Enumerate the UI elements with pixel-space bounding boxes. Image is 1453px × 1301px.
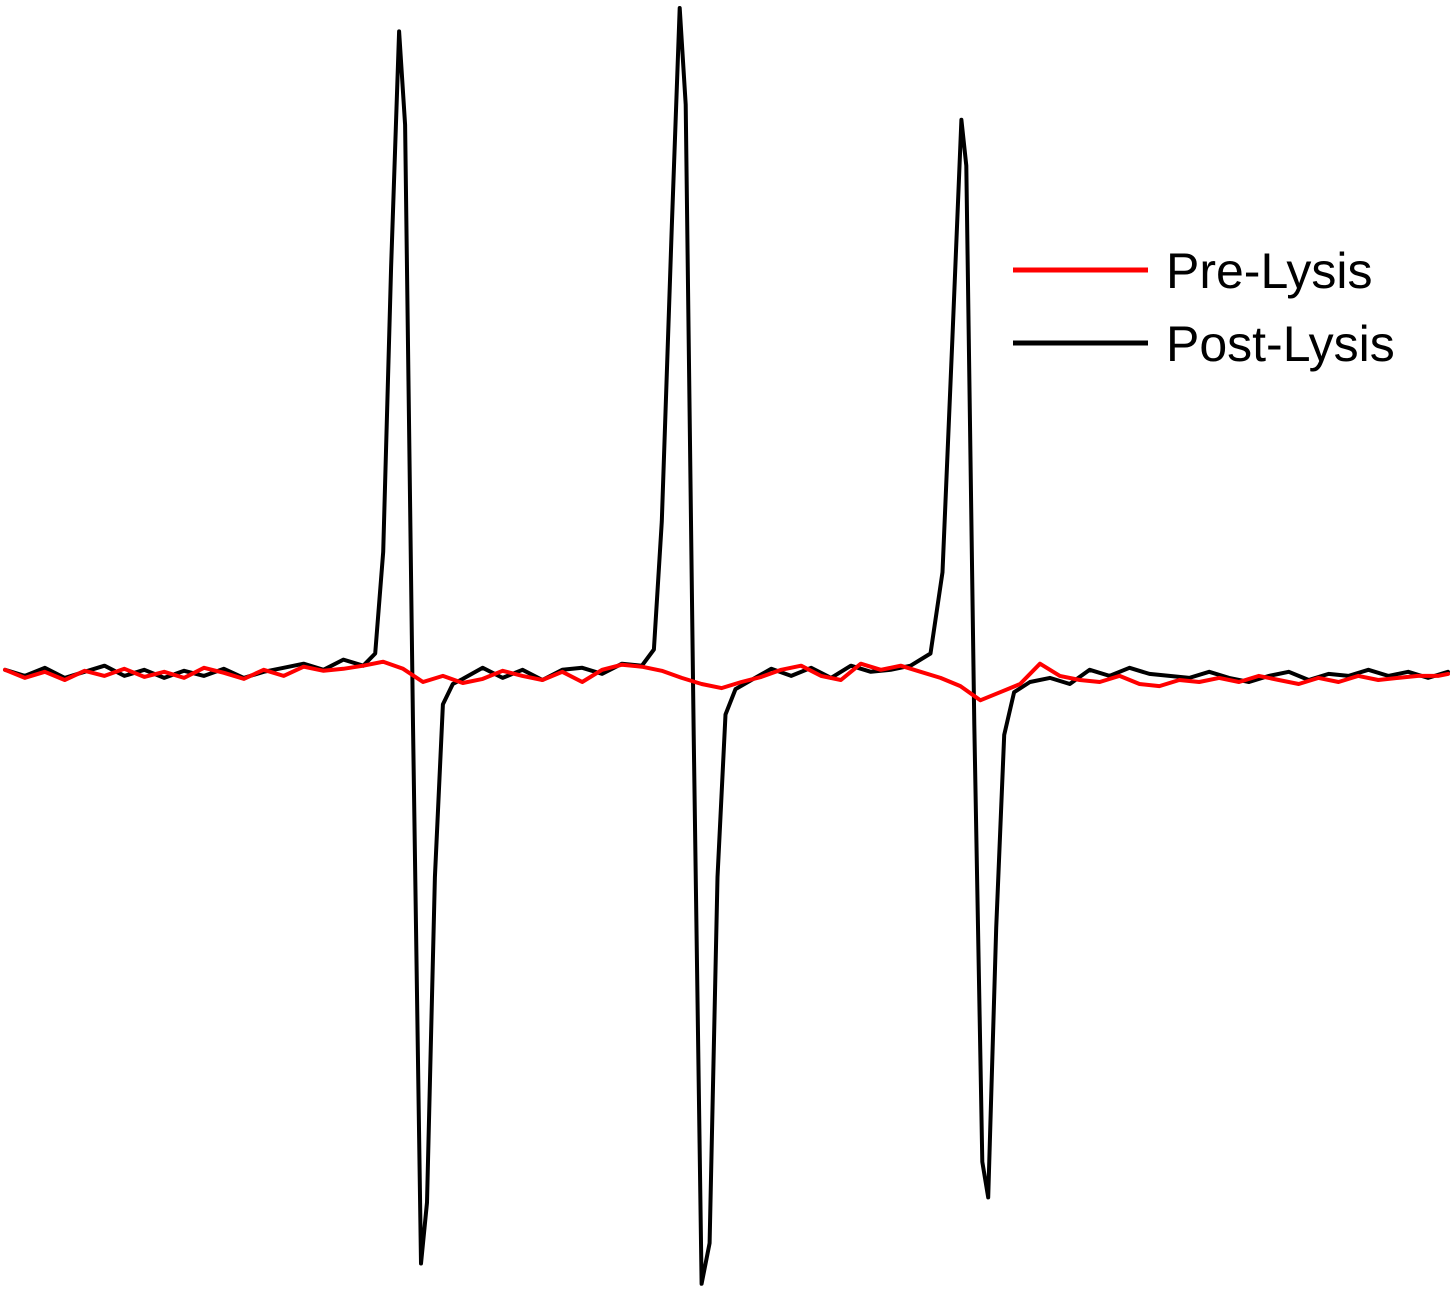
series-line-post-lysis — [3, 6, 1450, 1286]
legend-label-post-lysis: Post-Lysis — [1166, 316, 1395, 372]
series-layer — [3, 6, 1450, 1286]
series-line-pre-lysis — [3, 659, 1450, 703]
legend: Pre-Lysis Post-Lysis — [1013, 243, 1395, 372]
legend-label-pre-lysis: Pre-Lysis — [1166, 243, 1373, 299]
